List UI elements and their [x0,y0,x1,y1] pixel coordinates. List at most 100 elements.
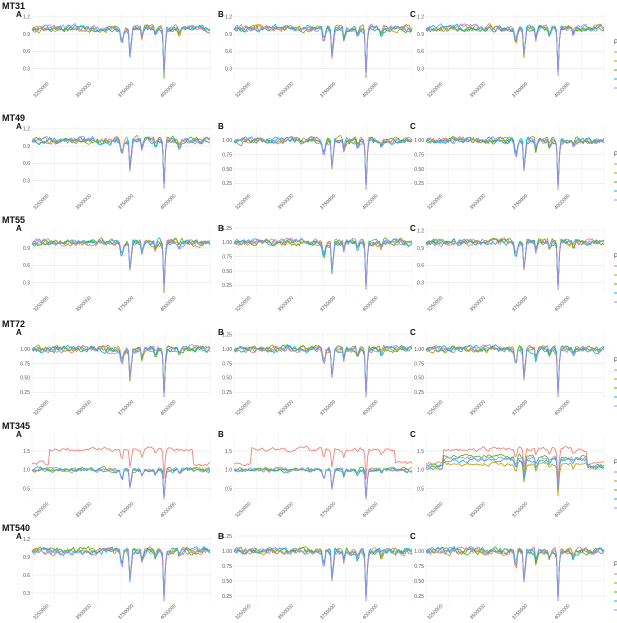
panel-label: A [16,224,22,233]
y-tick-label: 0.3 [23,280,30,286]
y-tick-label: 0.75 [414,152,424,158]
y-tick-label: 0.25 [414,390,424,396]
x-tick-label: 3500000 [469,295,487,313]
x-tick-label: 3250000 [32,193,50,211]
series-line-p4 [31,238,211,289]
y-tick-label: 0.5 [417,486,424,492]
y-tick-label: 0.50 [222,269,232,275]
y-tick-label: 0.25 [222,390,232,396]
series-line-p3 [31,344,211,397]
x-tick-label: 3750000 [319,295,337,313]
x-tick-label: 3500000 [75,295,93,313]
y-tick-label: 0.50 [414,376,424,382]
x-tick-label: 3750000 [117,295,135,313]
y-tick-label: 0.75 [222,254,232,260]
x-tick-label: 3250000 [426,603,444,621]
series-line-p4 [233,466,413,500]
y-tick-label: 1.0 [23,468,30,474]
x-tick-label: 4000000 [160,81,178,99]
y-tick-label: 1.2 [23,15,30,21]
x-tick-label: 3750000 [117,399,135,417]
x-tick-label: 3500000 [469,501,487,519]
x-tick-label: 3250000 [426,399,444,417]
series-line-p4 [233,136,413,190]
y-tick-label: 1.0 [417,468,424,474]
x-tick-label: 3750000 [117,501,135,519]
x-tick-label: 4000000 [160,295,178,313]
x-tick-label: 3250000 [32,603,50,621]
y-tick-label: 0.75 [414,564,424,570]
row-title: MT540 [2,523,30,533]
panel-label: B [218,122,224,131]
x-tick-label: 4000000 [362,295,380,313]
series-line-p3 [31,237,211,288]
x-tick-label: 3500000 [277,81,295,99]
y-tick-label: 1.00 [222,347,232,353]
legend-title: Passage [614,460,617,466]
y-tick-label: 0.6 [417,49,424,55]
y-tick-label: 1.2 [225,15,232,21]
x-tick-label: 4000000 [362,399,380,417]
y-tick-label: 0.25 [414,594,424,600]
x-tick-label: 4000000 [160,399,178,417]
y-tick-label: 1.00 [222,138,232,144]
x-tick-label: 4000000 [362,501,380,519]
x-tick-label: 3250000 [234,193,252,211]
y-tick-label: 1.25 [222,534,232,540]
x-tick-label: 3250000 [234,399,252,417]
x-tick-label: 3250000 [234,501,252,519]
y-tick-label: 1.00 [222,240,232,246]
x-tick-label: 3250000 [426,295,444,313]
y-tick-label: 0.6 [23,161,30,167]
y-tick-label: 1.5 [23,449,30,455]
x-tick-label: 3500000 [75,193,93,211]
y-tick-label: 0.25 [414,181,424,187]
x-tick-label: 3250000 [234,81,252,99]
panel-label: A [16,430,22,439]
series-line-p3 [425,136,605,190]
x-tick-label: 3750000 [511,295,529,313]
x-tick-label: 3750000 [319,399,337,417]
series-line-p4 [425,136,605,191]
y-tick-label: 0.3 [225,66,232,72]
x-tick-label: 3500000 [277,295,295,313]
panel-label: C [410,224,416,233]
y-tick-label: 1.00 [20,347,30,353]
x-tick-label: 3750000 [319,81,337,99]
x-tick-label: 3750000 [319,501,337,519]
series-line-p4 [425,23,605,77]
x-tick-label: 3750000 [511,399,529,417]
x-tick-label: 3500000 [469,399,487,417]
y-tick-label: 0.9 [23,144,30,150]
x-tick-label: 3250000 [32,81,50,99]
y-tick-label: 0.9 [23,246,30,252]
y-tick-label: 1.25 [222,333,232,339]
y-tick-label: 0.5 [23,486,30,492]
x-tick-label: 3500000 [277,603,295,621]
y-tick-label: 1.5 [417,449,424,455]
y-tick-label: 0.5 [225,486,232,492]
series-line-p3 [425,457,605,489]
x-tick-label: 4000000 [554,603,572,621]
x-tick-label: 4000000 [362,603,380,621]
y-tick-label: 1.2 [23,537,30,543]
y-tick-label: 1.00 [414,138,424,144]
y-tick-label: 0.50 [414,579,424,585]
x-tick-label: 3500000 [469,603,487,621]
x-tick-label: 3250000 [426,501,444,519]
legend-title: Passage [614,40,617,46]
series-line-p4 [233,237,413,289]
x-tick-label: 3250000 [32,399,50,417]
y-tick-label: 1.25 [222,226,232,232]
y-tick-label: 0.6 [225,49,232,55]
row-title: MT31 [2,1,25,11]
series-line-p0 [425,446,605,481]
series-line-p4 [233,344,413,398]
x-tick-label: 3250000 [426,81,444,99]
row-title: MT49 [2,113,25,123]
x-tick-label: 4000000 [160,501,178,519]
series-line-p4 [31,344,211,398]
panel-label: B [218,10,224,19]
